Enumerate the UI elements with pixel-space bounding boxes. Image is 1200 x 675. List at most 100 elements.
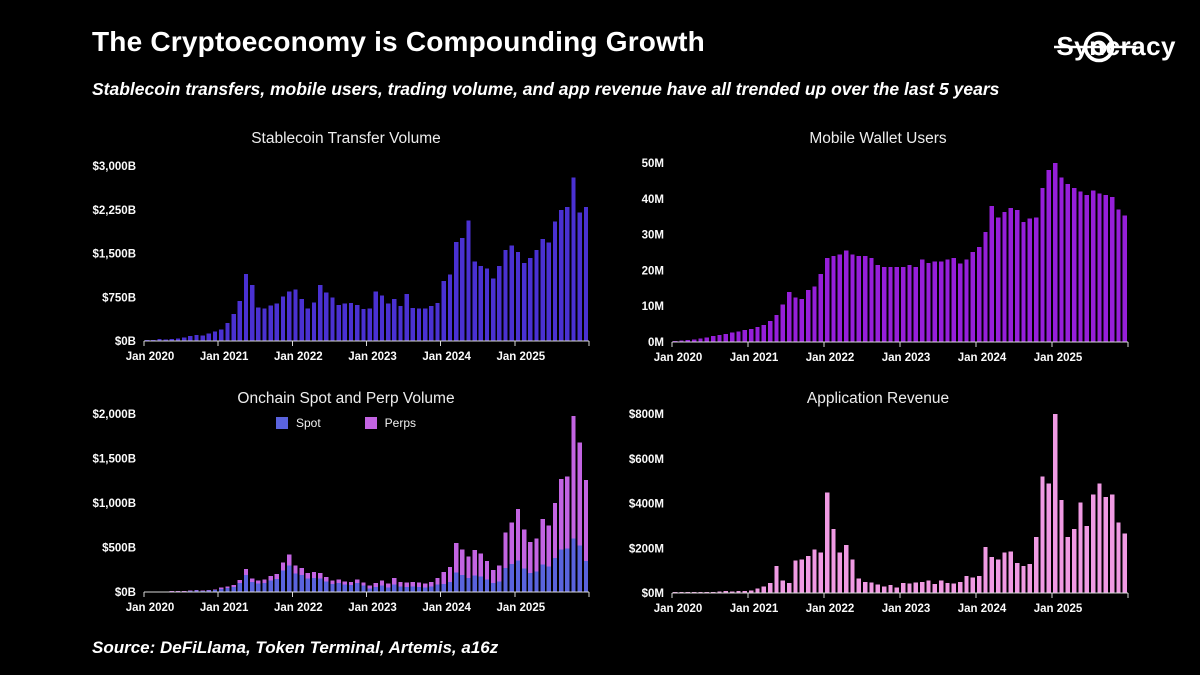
bar: [831, 256, 836, 342]
bar: [330, 297, 335, 341]
bar-segment: [540, 564, 545, 592]
chart-onchain-spot-perp-volume: Onchain Spot and Perp Volume Spot Perps …: [88, 383, 604, 623]
y-tick-label: 20M: [642, 265, 664, 277]
bar: [875, 265, 881, 342]
bar-segment: [565, 476, 570, 549]
bar: [361, 308, 366, 341]
bar-segment: [231, 587, 236, 592]
chart-legend: Spot Perps: [88, 416, 604, 430]
bar: [983, 232, 988, 342]
bar: [672, 340, 678, 342]
bar-segment: [565, 548, 570, 592]
bar-segment: [219, 587, 224, 589]
bar-segment: [342, 581, 348, 585]
bar: [1116, 522, 1121, 593]
bar-segment: [256, 580, 261, 584]
bar: [989, 205, 995, 342]
y-tick-label: $600M: [629, 454, 664, 466]
bar-segment: [577, 545, 582, 592]
bar: [926, 263, 931, 342]
bar: [1033, 217, 1039, 342]
bar: [1071, 188, 1077, 342]
bar-segment: [416, 582, 422, 587]
bar: [736, 591, 741, 593]
bar: [938, 580, 944, 593]
bar-segment: [521, 529, 527, 569]
y-tick-label: $2,250B: [93, 205, 136, 217]
bar-segment: [404, 586, 409, 592]
bar: [894, 266, 900, 342]
bar-segment: [552, 503, 558, 559]
bar: [881, 266, 887, 342]
bar-segment: [423, 583, 428, 588]
bar: [995, 559, 1001, 593]
bar: [453, 241, 459, 341]
bar: [1040, 188, 1045, 342]
x-tick-label: Jan 2024: [422, 351, 471, 363]
bar: [919, 259, 925, 342]
bar-segment: [355, 579, 360, 584]
bar: [293, 289, 298, 341]
bar: [1021, 222, 1026, 342]
bar-segment: [379, 580, 385, 586]
bar: [761, 324, 767, 342]
bar: [869, 582, 874, 593]
bar: [755, 326, 760, 342]
y-tick-label: $200M: [629, 543, 664, 555]
bar-segment: [379, 585, 385, 592]
bar: [742, 329, 748, 342]
bar: [540, 238, 545, 341]
bar-segment: [398, 581, 403, 587]
bar: [932, 261, 938, 342]
bar: [799, 299, 805, 342]
bar-segment: [559, 549, 564, 592]
bar: [1071, 529, 1077, 593]
chart-title: Application Revenue: [806, 390, 950, 407]
bar: [894, 587, 900, 593]
stablecoin-chart-plot: $0B $750B $1,500B $2,250B $3,000B Jan 2020 Jan…: [93, 161, 590, 363]
bar-segment: [497, 565, 502, 582]
bar-segment: [571, 538, 576, 592]
bar-segment: [299, 575, 304, 592]
bar: [976, 576, 982, 593]
bar: [1078, 502, 1083, 593]
bar: [679, 340, 684, 342]
bar: [262, 308, 267, 341]
bar: [1090, 190, 1096, 342]
bar-segment: [435, 584, 440, 592]
bar: [710, 591, 716, 593]
bar-segment: [169, 591, 174, 592]
bar: [907, 265, 912, 342]
bar: [1046, 170, 1052, 342]
y-tick-label: $0B: [115, 587, 136, 599]
bar: [157, 338, 162, 341]
chart-title: Onchain Spot and Perp Volume: [237, 390, 455, 407]
bar: [435, 303, 440, 341]
bar: [274, 303, 280, 341]
bar-segment: [552, 558, 558, 592]
bar-segment: [503, 568, 508, 592]
y-tick-label: $1,500B: [93, 249, 136, 261]
bar: [837, 552, 843, 593]
bar: [219, 329, 224, 341]
bar: [875, 584, 881, 593]
bar: [767, 321, 773, 342]
bar: [188, 335, 193, 341]
bar: [685, 340, 691, 342]
chart-stablecoin-transfer-volume: Stablecoin Transfer Volume $0B $750B $1,50…: [88, 123, 604, 377]
bar: [1065, 183, 1071, 342]
bar: [200, 335, 205, 341]
bar-segment: [274, 573, 280, 579]
bar: [1065, 537, 1071, 593]
bar: [780, 580, 786, 593]
bar: [951, 257, 957, 342]
bar: [1084, 525, 1090, 594]
bar: [336, 304, 341, 341]
bar-segment: [410, 582, 416, 587]
bar: [311, 302, 317, 341]
bar: [748, 590, 754, 593]
bar: [206, 333, 212, 341]
bar: [392, 299, 397, 341]
y-tick-label: $0B: [115, 336, 136, 348]
